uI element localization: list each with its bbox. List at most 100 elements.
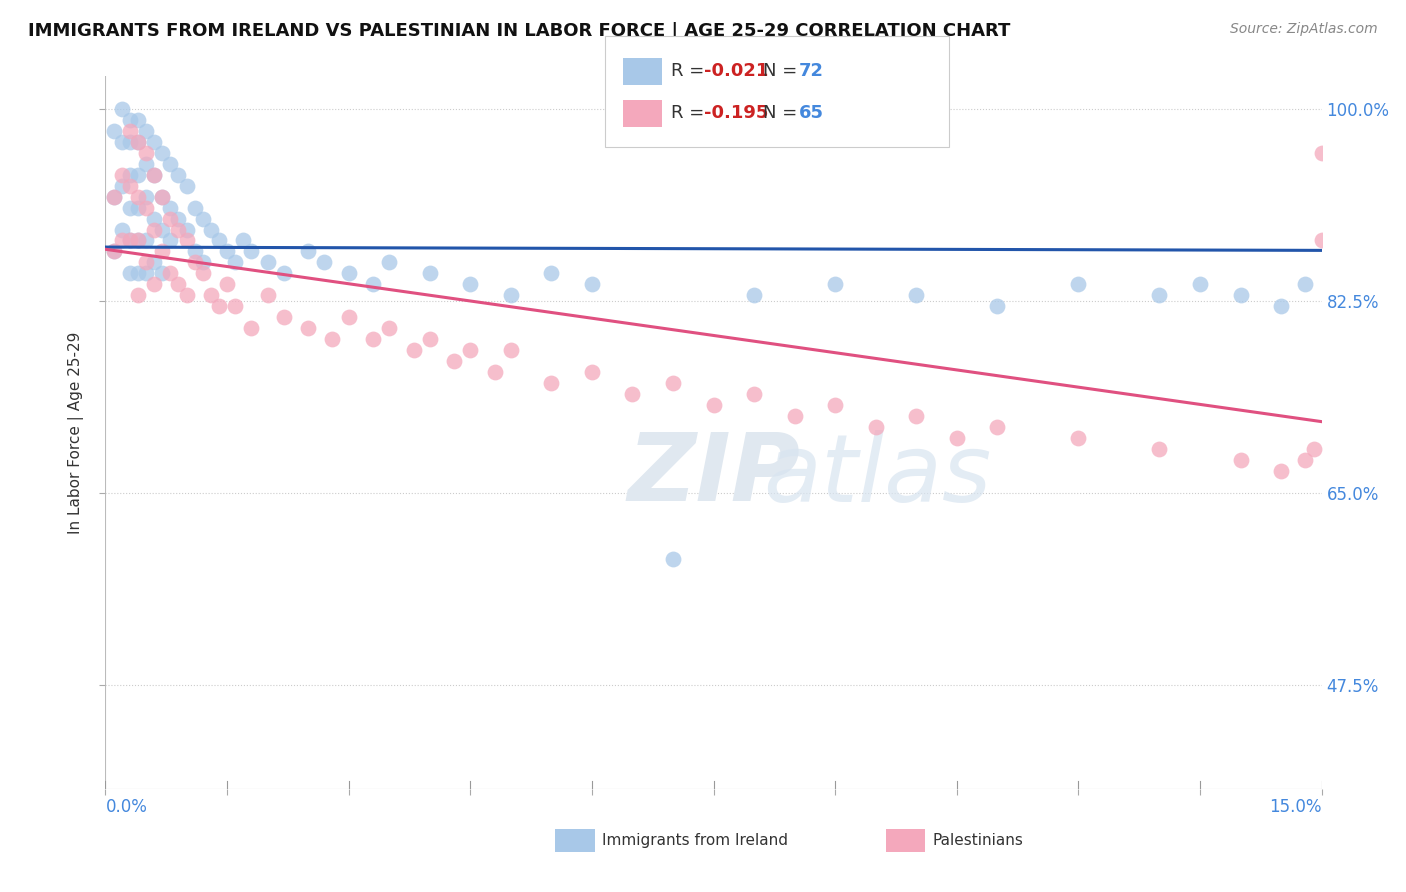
Point bbox=[208, 299, 231, 313]
Point bbox=[183, 201, 205, 215]
Point bbox=[484, 365, 506, 379]
Point bbox=[945, 431, 967, 445]
Point bbox=[191, 255, 214, 269]
Point bbox=[256, 288, 278, 302]
Point bbox=[143, 277, 166, 292]
Point bbox=[1294, 453, 1316, 467]
Point bbox=[103, 244, 125, 259]
Point bbox=[662, 376, 685, 391]
Point bbox=[742, 387, 765, 401]
Point bbox=[103, 189, 125, 203]
Point bbox=[118, 168, 141, 182]
Point bbox=[159, 267, 181, 281]
Point bbox=[159, 156, 181, 170]
Point bbox=[224, 255, 246, 269]
Point bbox=[176, 234, 198, 248]
Text: 15.0%: 15.0% bbox=[1270, 798, 1322, 816]
Point bbox=[297, 244, 319, 259]
Point bbox=[135, 156, 157, 170]
Point bbox=[176, 178, 198, 193]
Point bbox=[200, 222, 222, 236]
Point bbox=[702, 398, 725, 412]
Point bbox=[361, 332, 384, 346]
Point bbox=[1294, 277, 1316, 292]
Text: Palestinians: Palestinians bbox=[932, 833, 1024, 847]
Point bbox=[135, 145, 157, 160]
Point bbox=[217, 277, 239, 292]
Text: atlas: atlas bbox=[763, 430, 991, 521]
Point bbox=[150, 244, 173, 259]
Point bbox=[1149, 288, 1171, 302]
Point bbox=[143, 135, 166, 149]
Point bbox=[1067, 431, 1090, 445]
Point bbox=[361, 277, 384, 292]
Point bbox=[581, 365, 603, 379]
Point bbox=[183, 244, 205, 259]
Point bbox=[200, 288, 222, 302]
Point bbox=[191, 267, 214, 281]
Point bbox=[135, 234, 157, 248]
Point bbox=[111, 234, 134, 248]
Text: 65: 65 bbox=[799, 104, 824, 122]
Point bbox=[118, 135, 141, 149]
Point bbox=[103, 244, 125, 259]
Point bbox=[273, 267, 295, 281]
Point bbox=[208, 234, 231, 248]
Point bbox=[167, 277, 190, 292]
Point bbox=[1229, 288, 1251, 302]
Point bbox=[127, 201, 149, 215]
Text: R =: R = bbox=[671, 104, 710, 122]
Point bbox=[321, 332, 343, 346]
Point bbox=[176, 288, 198, 302]
Point bbox=[337, 267, 360, 281]
Point bbox=[135, 255, 157, 269]
Point bbox=[905, 409, 928, 424]
Point bbox=[458, 277, 481, 292]
Point bbox=[135, 201, 157, 215]
Point bbox=[111, 135, 134, 149]
Text: IMMIGRANTS FROM IRELAND VS PALESTINIAN IN LABOR FORCE | AGE 25-29 CORRELATION CH: IMMIGRANTS FROM IRELAND VS PALESTINIAN I… bbox=[28, 22, 1011, 40]
Point bbox=[458, 343, 481, 358]
Point bbox=[159, 211, 181, 226]
Point bbox=[986, 299, 1008, 313]
Point bbox=[111, 222, 134, 236]
Point bbox=[143, 255, 166, 269]
Point bbox=[118, 234, 141, 248]
Point bbox=[232, 234, 254, 248]
Point bbox=[1270, 299, 1292, 313]
Text: ZIP: ZIP bbox=[627, 429, 800, 522]
Point bbox=[1270, 464, 1292, 478]
Point bbox=[824, 398, 846, 412]
Point bbox=[865, 420, 887, 434]
Point bbox=[118, 267, 141, 281]
Point bbox=[540, 267, 562, 281]
Point bbox=[118, 201, 141, 215]
Point bbox=[499, 288, 522, 302]
Point bbox=[135, 267, 157, 281]
Point bbox=[540, 376, 562, 391]
Point bbox=[150, 189, 173, 203]
Point bbox=[143, 168, 166, 182]
Point bbox=[224, 299, 246, 313]
Point bbox=[1149, 442, 1171, 456]
Point bbox=[217, 244, 239, 259]
Point bbox=[150, 145, 173, 160]
Point bbox=[240, 244, 263, 259]
Point bbox=[183, 255, 205, 269]
Point bbox=[581, 277, 603, 292]
Point bbox=[499, 343, 522, 358]
Point bbox=[150, 222, 173, 236]
Text: Immigrants from Ireland: Immigrants from Ireland bbox=[602, 833, 787, 847]
Point bbox=[159, 201, 181, 215]
Point bbox=[191, 211, 214, 226]
Point bbox=[1310, 145, 1333, 160]
Point bbox=[135, 189, 157, 203]
Point bbox=[118, 234, 141, 248]
Point bbox=[118, 112, 141, 127]
Point bbox=[143, 222, 166, 236]
Text: R =: R = bbox=[671, 62, 710, 80]
Point bbox=[118, 124, 141, 138]
Text: -0.195: -0.195 bbox=[704, 104, 769, 122]
Point bbox=[986, 420, 1008, 434]
Point bbox=[240, 321, 263, 335]
